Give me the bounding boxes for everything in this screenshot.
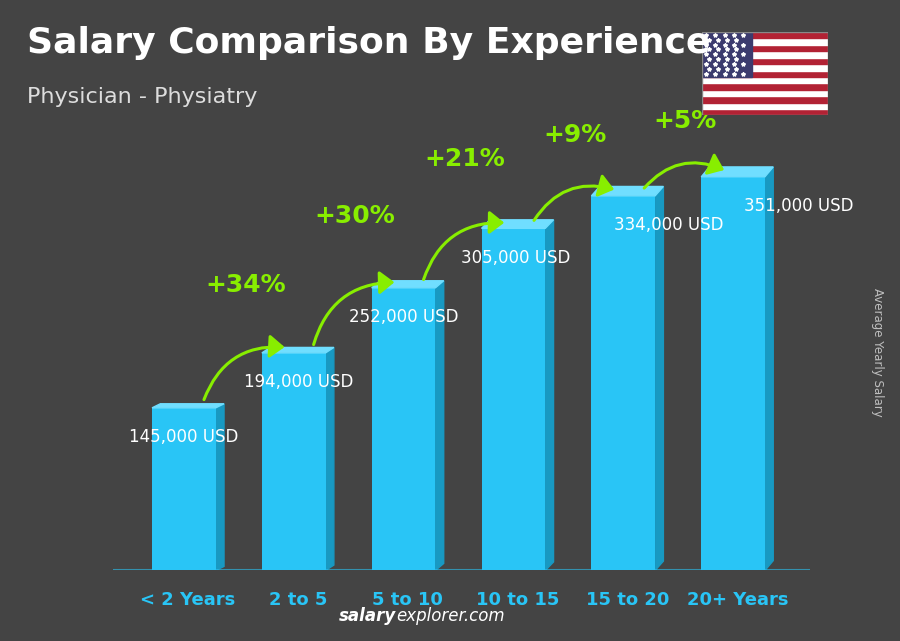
- Bar: [482, 228, 545, 570]
- Bar: [702, 103, 828, 109]
- Polygon shape: [262, 347, 334, 353]
- Bar: [702, 51, 828, 58]
- Text: Average Yearly Salary: Average Yearly Salary: [871, 288, 884, 417]
- Polygon shape: [701, 167, 773, 177]
- Polygon shape: [765, 167, 773, 570]
- Text: +9%: +9%: [543, 124, 607, 147]
- Text: 305,000 USD: 305,000 USD: [461, 249, 570, 267]
- FancyArrowPatch shape: [313, 273, 392, 345]
- Text: +34%: +34%: [205, 272, 285, 297]
- FancyArrowPatch shape: [424, 213, 502, 279]
- Polygon shape: [482, 220, 554, 228]
- Bar: [372, 288, 436, 570]
- Text: explorer.com: explorer.com: [396, 607, 505, 625]
- Bar: [702, 58, 828, 64]
- Bar: [702, 109, 828, 115]
- Bar: [702, 90, 828, 96]
- Polygon shape: [326, 347, 334, 570]
- Text: Physician - Physiatry: Physician - Physiatry: [27, 87, 257, 106]
- Text: +21%: +21%: [425, 147, 505, 171]
- Bar: [702, 77, 828, 83]
- Polygon shape: [545, 220, 554, 570]
- Text: +5%: +5%: [652, 109, 716, 133]
- Text: 2 to 5: 2 to 5: [269, 591, 327, 609]
- Polygon shape: [436, 281, 444, 570]
- FancyArrowPatch shape: [644, 155, 722, 188]
- Bar: [702, 64, 828, 71]
- Text: 5 to 10: 5 to 10: [373, 591, 443, 609]
- Text: 145,000 USD: 145,000 USD: [129, 428, 238, 446]
- Polygon shape: [655, 187, 663, 570]
- Bar: [701, 177, 765, 570]
- Text: 194,000 USD: 194,000 USD: [244, 373, 354, 391]
- Polygon shape: [216, 404, 224, 570]
- Bar: [702, 83, 828, 90]
- Bar: [702, 45, 828, 51]
- Polygon shape: [152, 404, 224, 408]
- FancyArrowPatch shape: [534, 176, 612, 221]
- FancyArrowPatch shape: [204, 337, 282, 399]
- Bar: [702, 71, 828, 77]
- Text: < 2 Years: < 2 Years: [140, 591, 236, 609]
- Polygon shape: [591, 187, 663, 196]
- Text: Salary Comparison By Experience: Salary Comparison By Experience: [27, 26, 710, 60]
- Polygon shape: [372, 281, 444, 288]
- Text: 252,000 USD: 252,000 USD: [348, 308, 458, 326]
- Text: 351,000 USD: 351,000 USD: [744, 197, 853, 215]
- Text: 20+ Years: 20+ Years: [687, 591, 788, 609]
- Text: 10 to 15: 10 to 15: [476, 591, 559, 609]
- Bar: [702, 96, 828, 103]
- Bar: [591, 196, 655, 570]
- Bar: [702, 38, 828, 45]
- Text: +30%: +30%: [315, 204, 395, 228]
- Bar: [262, 353, 326, 570]
- Bar: [152, 408, 216, 570]
- Bar: [702, 32, 752, 77]
- Text: 334,000 USD: 334,000 USD: [615, 216, 724, 234]
- Bar: [702, 32, 828, 38]
- Text: salary: salary: [338, 607, 396, 625]
- Text: 15 to 20: 15 to 20: [586, 591, 669, 609]
